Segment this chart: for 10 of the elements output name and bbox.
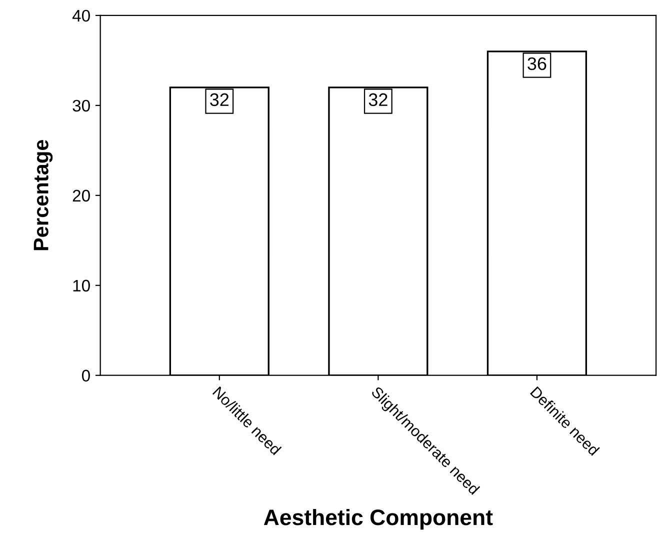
data-label: 36 — [528, 57, 546, 70]
y-tick-label: 30 — [72, 100, 90, 112]
y-tick-label: 40 — [72, 10, 90, 22]
x-axis-title: Aesthetic Component — [264, 508, 493, 530]
y-tick-label: 20 — [72, 190, 90, 202]
data-label: 32 — [210, 93, 229, 106]
data-label: 32 — [368, 93, 388, 106]
y-tick-label: 0 — [82, 370, 90, 382]
y-tick-label: 10 — [73, 280, 90, 292]
y-axis-title: Percentage — [34, 140, 53, 250]
